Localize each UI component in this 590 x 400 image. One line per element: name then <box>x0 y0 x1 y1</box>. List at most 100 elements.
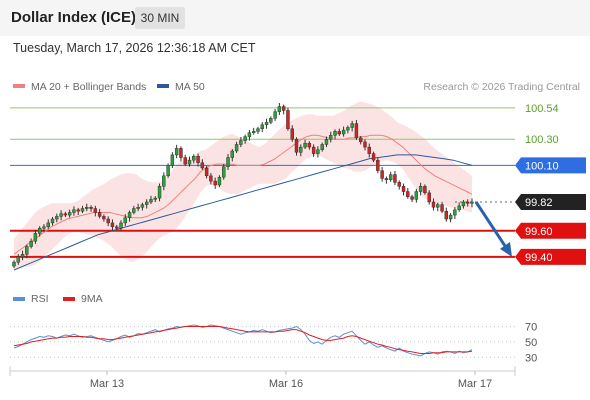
forecast-arrow-head <box>500 241 512 257</box>
candle-body <box>85 207 89 209</box>
candle-body <box>234 144 239 152</box>
ma20-line <box>13 134 473 255</box>
candle-body <box>170 154 175 166</box>
candle-body <box>115 226 119 229</box>
candle-body <box>281 106 286 111</box>
candle-body <box>110 222 115 228</box>
candle-body <box>436 204 440 208</box>
candle-body <box>37 227 42 234</box>
header-bar: Dollar Index (ICE) 30 MIN <box>0 0 590 36</box>
candle-body <box>222 166 226 178</box>
candle-body <box>20 254 25 258</box>
bollinger-bands <box>14 101 472 270</box>
instrument-title: Dollar Index (ICE) <box>11 9 137 26</box>
candle-body <box>200 162 205 169</box>
legend-label-ma50: MA 50 <box>175 81 205 93</box>
x-tick-label: Mar 17 <box>458 378 492 390</box>
candle-body <box>97 212 102 217</box>
candle-body <box>393 174 397 183</box>
candle-body <box>226 157 230 167</box>
candle-body <box>333 131 337 136</box>
candle-body <box>431 201 436 208</box>
candle-body <box>209 175 213 182</box>
forecast-arrow <box>474 201 512 257</box>
legend-swatch-ma50 <box>157 84 169 88</box>
candle-body <box>376 159 380 171</box>
candle-body <box>157 186 162 199</box>
candle-body <box>213 180 217 186</box>
candle-body <box>247 132 252 137</box>
candle-body <box>290 128 294 140</box>
rsi-tick-label: 70 <box>525 322 537 334</box>
credit-label: Research © 2026 Trading Central <box>423 81 580 93</box>
candle-body <box>466 201 470 204</box>
candle-body <box>127 212 132 218</box>
forecast-arrow-shaft <box>474 201 509 250</box>
level-label-bg <box>515 222 586 239</box>
candle-body <box>423 186 427 194</box>
ma50-line <box>13 154 473 271</box>
candle-body <box>277 106 282 112</box>
candle-body <box>427 192 431 203</box>
candle-body <box>230 150 234 158</box>
candle-body <box>269 118 273 123</box>
candle-body <box>341 129 346 135</box>
candle-body <box>346 127 350 131</box>
candle-body <box>67 212 72 216</box>
candle-body <box>239 140 243 145</box>
candle-body <box>50 218 55 224</box>
candle-body <box>136 207 140 209</box>
candle-body <box>371 153 376 161</box>
candle-body <box>406 191 410 197</box>
rsi-line <box>13 324 473 357</box>
candle-body <box>350 123 354 128</box>
candle-body <box>286 110 290 129</box>
candle-body <box>16 256 20 263</box>
candle-body <box>363 141 367 148</box>
candle-body <box>102 216 106 220</box>
candle-body <box>140 204 145 208</box>
candle-body <box>144 201 149 205</box>
level-labels: 100.54 100.30 100.10 99.82 99.60 99.40 <box>515 103 586 265</box>
candle-body <box>25 246 29 255</box>
timeframe-button[interactable]: 30 MIN <box>135 7 185 29</box>
candle-body <box>196 156 200 163</box>
moving-averages <box>13 134 473 271</box>
candle-body <box>453 209 457 216</box>
candle-body <box>329 135 333 140</box>
candle-body <box>63 213 68 216</box>
candle-body <box>80 208 85 212</box>
x-tick-label: Mar 13 <box>90 378 124 390</box>
candle-body <box>260 124 264 129</box>
legend-label-rsi: RSI <box>31 293 49 305</box>
candle-body <box>397 182 401 187</box>
candle-body <box>192 156 196 161</box>
candle-body <box>384 178 389 180</box>
legend-swatch-9ma <box>63 297 75 301</box>
candle-body <box>311 146 316 154</box>
bollinger-band-area <box>14 101 472 270</box>
candle-body <box>252 131 256 133</box>
candle-body <box>256 128 260 132</box>
candle-body <box>380 170 384 179</box>
candle-body <box>337 131 342 135</box>
candle-body <box>59 213 63 217</box>
candle-body <box>388 174 393 180</box>
candle-body <box>461 201 466 207</box>
rsi-tick-label: 30 <box>525 352 537 364</box>
candle-body <box>354 123 359 139</box>
candle-body <box>401 186 406 192</box>
candle-body <box>149 199 153 203</box>
rsi-9ma-line <box>13 326 473 354</box>
candle-body <box>93 208 98 213</box>
candle-body <box>359 137 363 143</box>
candle-body <box>303 142 307 148</box>
candle-body <box>410 196 414 200</box>
candle-body <box>187 159 192 165</box>
candle-body <box>294 139 299 153</box>
rsi-panel: 70 50 30 <box>10 322 537 364</box>
level-label: 99.82 <box>525 197 553 209</box>
candle-body <box>414 191 419 200</box>
candle-body <box>217 176 222 186</box>
candle-body <box>440 204 444 212</box>
